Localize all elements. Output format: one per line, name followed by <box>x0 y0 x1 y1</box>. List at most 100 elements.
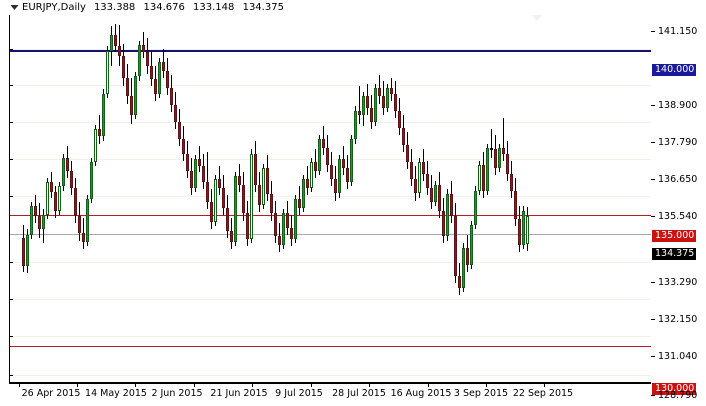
candle-body <box>198 159 201 167</box>
gridline-tick <box>10 85 13 86</box>
time-tick <box>544 383 545 387</box>
candle-body <box>422 162 425 174</box>
candlestick-series <box>10 15 651 382</box>
candle-body <box>406 144 409 163</box>
candle-body <box>486 147 489 191</box>
gridline <box>10 336 651 337</box>
price-tick <box>651 31 655 32</box>
candle-body <box>210 202 213 223</box>
candle-body <box>118 46 121 57</box>
candle-body <box>322 139 325 148</box>
price-label: 135.540 <box>658 211 698 222</box>
price-badge-140-000[interactable]: 140.000 <box>652 64 697 76</box>
gridline <box>10 262 651 263</box>
time-tick <box>428 383 429 387</box>
candle-body <box>54 192 57 211</box>
candle-body <box>258 184 261 205</box>
candle-wick <box>359 86 360 124</box>
candle-body <box>442 210 445 237</box>
chevron-down-icon[interactable] <box>9 0 20 15</box>
candle-body <box>326 147 329 165</box>
candle-body <box>222 187 225 208</box>
candle-body <box>334 179 337 194</box>
price-axis[interactable]: 141.150 140.000 138.900 137.790 136.650 135.5… <box>651 15 706 401</box>
candle-body <box>142 44 145 53</box>
candle-body <box>394 93 397 111</box>
price-label: 138.900 <box>658 100 698 111</box>
time-axis[interactable]: 26 Apr 2015 14 May 2015 2 Jun 2015 21 Jun 2… <box>0 383 706 406</box>
candle-wick <box>119 24 120 67</box>
price-badge-134-375[interactable]: 134.375 <box>652 248 697 260</box>
candle-body <box>462 247 465 288</box>
candle-body <box>38 216 41 230</box>
candle-body <box>506 153 509 174</box>
price-tick <box>651 282 655 283</box>
time-label: 14 May 2015 <box>85 388 147 399</box>
candle-body <box>162 62 165 71</box>
candle-body <box>226 207 229 231</box>
candle-body <box>170 87 173 105</box>
candle-body <box>410 162 413 180</box>
candle-body <box>218 179 221 188</box>
time-tick <box>252 383 253 387</box>
candle-body <box>370 107 373 123</box>
candle-body <box>390 87 393 94</box>
candle-body <box>266 167 269 194</box>
candle-body <box>58 186 61 211</box>
price-tick <box>651 105 655 106</box>
time-label: 28 Jul 2015 <box>332 388 386 399</box>
candle-body <box>386 87 389 108</box>
candle-body <box>94 129 97 163</box>
gridline <box>10 196 651 197</box>
candle-body <box>346 167 349 183</box>
candle-body <box>242 184 245 214</box>
chart-plot-area[interactable] <box>9 15 651 383</box>
time-label: 3 Sep 2015 <box>453 388 509 399</box>
price-label: 128.790 <box>658 390 698 401</box>
candle-body <box>378 87 381 97</box>
time-label: 26 Apr 2015 <box>21 388 81 399</box>
candle-body <box>74 187 77 217</box>
chart-info-bar: EURJPY,Daily 133.388 134.676 133.148 134… <box>0 0 706 15</box>
candle-body <box>234 176 237 243</box>
gridline <box>10 122 651 123</box>
ohlc-close: 134.375 <box>242 2 284 13</box>
candle-body <box>270 193 273 214</box>
candle-body <box>114 34 117 47</box>
gridline <box>10 49 651 50</box>
candle-body <box>450 193 453 217</box>
candle-body <box>438 184 441 211</box>
price-badge-130-000[interactable]: 130.000 <box>652 383 697 395</box>
gridline <box>10 159 651 160</box>
candle-body <box>290 227 293 240</box>
candle-body <box>186 153 189 171</box>
candle-body <box>34 206 37 217</box>
candle-body <box>22 237 25 267</box>
candle-body <box>174 104 177 123</box>
candle-body <box>158 62 161 94</box>
level-line-resistance-135[interactable] <box>10 215 651 216</box>
candle-body <box>138 44 141 77</box>
candle-body <box>358 110 361 115</box>
price-badge-135-000[interactable]: 135.000 <box>652 230 697 242</box>
time-label: 22 Sep 2015 <box>512 388 574 399</box>
ohlc-high: 134.676 <box>143 2 185 13</box>
candle-body <box>490 147 493 150</box>
candle-body <box>502 147 505 154</box>
candle-body <box>30 206 33 235</box>
level-line-current-price-134-375[interactable] <box>10 234 651 235</box>
candle-wick <box>491 129 492 158</box>
level-line-resistance-140[interactable] <box>10 50 651 52</box>
gridline-tick <box>10 299 13 300</box>
level-line-support-130[interactable] <box>10 346 651 347</box>
price-tick <box>651 356 655 357</box>
candle-body <box>338 159 341 194</box>
candle-body <box>202 166 205 183</box>
price-label: 141.150 <box>658 26 698 37</box>
candle-body <box>514 190 517 220</box>
gridline-tick <box>10 49 13 50</box>
candle-body <box>414 179 417 194</box>
candle-body <box>278 236 281 245</box>
candle-body <box>402 127 405 145</box>
gridline <box>10 299 651 300</box>
